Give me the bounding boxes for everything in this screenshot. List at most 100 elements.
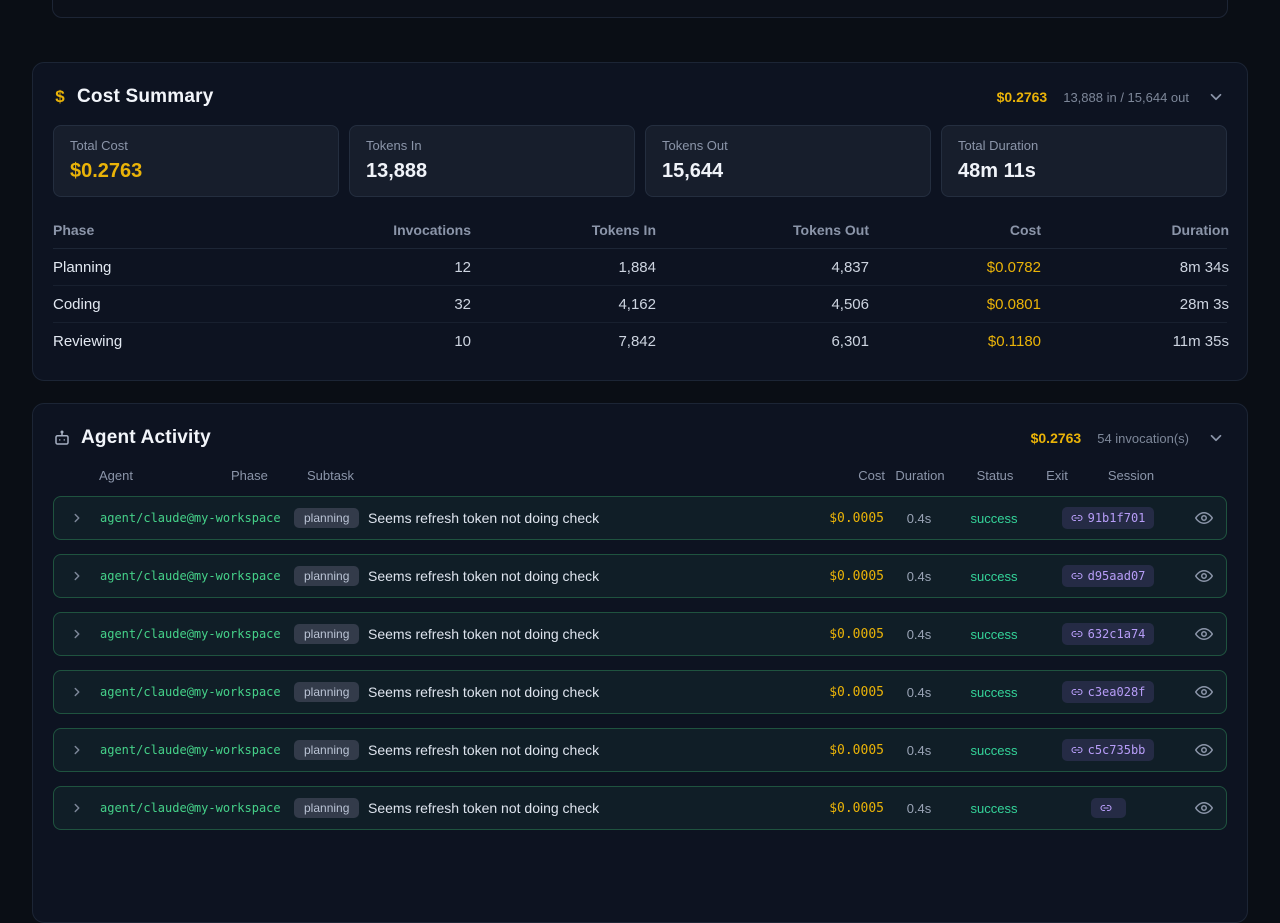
agent-activity-collapse-button[interactable] xyxy=(1205,427,1227,449)
session-id: c5c735bb xyxy=(1087,743,1146,757)
session-link[interactable]: c5c735bb xyxy=(1061,739,1155,761)
cost-value: $0.0782 xyxy=(986,258,1041,276)
stat-card-value: $0.2763 xyxy=(70,160,143,182)
expand-row-button[interactable] xyxy=(54,569,100,583)
link-icon xyxy=(1071,570,1083,582)
eye-icon xyxy=(1195,799,1213,817)
session-id: 91b1f701 xyxy=(1087,511,1146,525)
tokens-out-value: 6,301 xyxy=(831,333,869,350)
expand-row-button[interactable] xyxy=(54,511,100,525)
invocations-value: 10 xyxy=(454,333,471,350)
view-invocation-button[interactable] xyxy=(1193,623,1215,645)
invocation-row[interactable]: agent/claude@my-workspace planning Seems… xyxy=(53,554,1227,598)
chevron-right-icon xyxy=(70,627,84,641)
stat-card-value: 15,644 xyxy=(662,160,724,182)
agent-name: agent/claude@my-workspace xyxy=(100,685,281,699)
invocation-duration: 0.4s xyxy=(906,800,932,816)
chevron-down-icon xyxy=(1207,429,1225,447)
view-invocation-button[interactable] xyxy=(1193,739,1215,761)
table-row: Planning 12 1,884 4,837 $0.0782 8m 34s xyxy=(53,249,1229,286)
invocation-row[interactable]: agent/claude@my-workspace planning Seems… xyxy=(53,786,1227,830)
invocations-value: 12 xyxy=(454,258,471,276)
status-badge: success xyxy=(970,742,1018,758)
session-id: c3ea028f xyxy=(1087,685,1146,699)
phase-badge: planning xyxy=(294,624,360,644)
cost-summary-title: Cost Summary xyxy=(77,86,214,107)
phase-badge: planning xyxy=(294,682,360,702)
agent-activity-header: Agent Activity $0.2763 54 invocation(s) xyxy=(53,424,1227,452)
view-invocation-button[interactable] xyxy=(1193,565,1215,587)
col-cost: Cost xyxy=(1009,221,1041,238)
agent-name: agent/claude@my-workspace xyxy=(100,511,281,525)
cost-summary-tokens: 13,888 in / 15,644 out xyxy=(1063,89,1189,105)
invocation-cost: $0.0005 xyxy=(829,510,884,526)
cost-summary-total: $0.2763 xyxy=(996,89,1048,105)
stat-card-tokens-in: Tokens In 13,888 xyxy=(349,125,635,197)
agent-name: agent/claude@my-workspace xyxy=(100,569,281,583)
session-link[interactable]: 91b1f701 xyxy=(1061,507,1155,529)
session-id: d95aad07 xyxy=(1087,569,1146,583)
phase-name: Coding xyxy=(53,295,101,313)
stat-card-label: Tokens In xyxy=(366,138,422,153)
stat-card-total-cost: Total Cost $0.2763 xyxy=(53,125,339,197)
col-agent: Agent xyxy=(99,468,133,483)
tokens-out-value: 4,506 xyxy=(831,295,869,313)
expand-row-button[interactable] xyxy=(54,627,100,641)
subtask-text: Seems refresh token not doing check xyxy=(368,684,600,700)
dollar-icon: $ xyxy=(55,87,65,106)
invocation-row[interactable]: agent/claude@my-workspace planning Seems… xyxy=(53,612,1227,656)
invocation-row[interactable]: agent/claude@my-workspace planning Seems… xyxy=(53,670,1227,714)
phase-name: Reviewing xyxy=(53,333,123,350)
phase-badge: planning xyxy=(294,798,360,818)
agent-name: agent/claude@my-workspace xyxy=(100,627,281,641)
invocation-row[interactable]: agent/claude@my-workspace planning Seems… xyxy=(53,496,1227,540)
chevron-right-icon xyxy=(70,743,84,757)
invocation-duration: 0.4s xyxy=(906,742,932,758)
invocation-cost: $0.0005 xyxy=(829,626,884,642)
chevron-right-icon xyxy=(70,685,84,699)
stat-card-value: 48m 11s xyxy=(958,160,1036,182)
cost-summary-collapse-button[interactable] xyxy=(1205,86,1227,108)
view-invocation-button[interactable] xyxy=(1193,507,1215,529)
agent-activity-count: 54 invocation(s) xyxy=(1097,430,1189,446)
view-invocation-button[interactable] xyxy=(1193,797,1215,819)
duration-value: 28m 3s xyxy=(1179,295,1229,313)
view-invocation-button[interactable] xyxy=(1193,681,1215,703)
subtask-text: Seems refresh token not doing check xyxy=(368,568,600,584)
invocation-cost: $0.0005 xyxy=(829,568,884,584)
session-link[interactable]: d95aad07 xyxy=(1061,565,1155,587)
col-session: Session xyxy=(1107,468,1155,483)
stat-card-label: Tokens Out xyxy=(662,138,728,153)
status-badge: success xyxy=(970,568,1018,584)
col-exit: Exit xyxy=(1046,468,1068,483)
session-link[interactable]: c3ea028f xyxy=(1061,681,1155,703)
truncated-top-panel xyxy=(52,0,1228,18)
invocation-row[interactable]: agent/claude@my-workspace planning Seems… xyxy=(53,728,1227,772)
invocations-value: 32 xyxy=(454,295,471,313)
chevron-right-icon xyxy=(70,569,84,583)
phase-badge: planning xyxy=(294,508,360,528)
agent-name: agent/claude@my-workspace xyxy=(100,801,281,815)
col-tokens-out: Tokens Out xyxy=(793,221,869,238)
stat-card-value: 13,888 xyxy=(366,160,428,182)
session-link[interactable]: 632c1a74 xyxy=(1061,623,1155,645)
expand-row-button[interactable] xyxy=(54,685,100,699)
stat-card-label: Total Cost xyxy=(70,138,128,153)
phase-badge: planning xyxy=(294,740,360,760)
col-duration: Duration xyxy=(1171,221,1229,238)
phase-cost-table: Phase Invocations Tokens In Tokens Out C… xyxy=(53,211,1229,360)
eye-icon xyxy=(1195,683,1213,701)
activity-table-header: Agent Phase Subtask Cost Duration Status… xyxy=(53,468,1227,496)
tokens-in-value: 1,884 xyxy=(618,258,656,276)
eye-icon xyxy=(1195,509,1213,527)
expand-row-button[interactable] xyxy=(54,801,100,815)
invocation-cost: $0.0005 xyxy=(829,684,884,700)
duration-value: 8m 34s xyxy=(1179,258,1229,276)
invocation-cost: $0.0005 xyxy=(829,800,884,816)
session-link[interactable] xyxy=(1090,798,1126,818)
bot-icon xyxy=(53,429,71,447)
eye-icon xyxy=(1195,741,1213,759)
expand-row-button[interactable] xyxy=(54,743,100,757)
cost-summary-panel: $ Cost Summary $0.2763 13,888 in / 15,64… xyxy=(32,62,1248,381)
phase-badge: planning xyxy=(294,566,360,586)
